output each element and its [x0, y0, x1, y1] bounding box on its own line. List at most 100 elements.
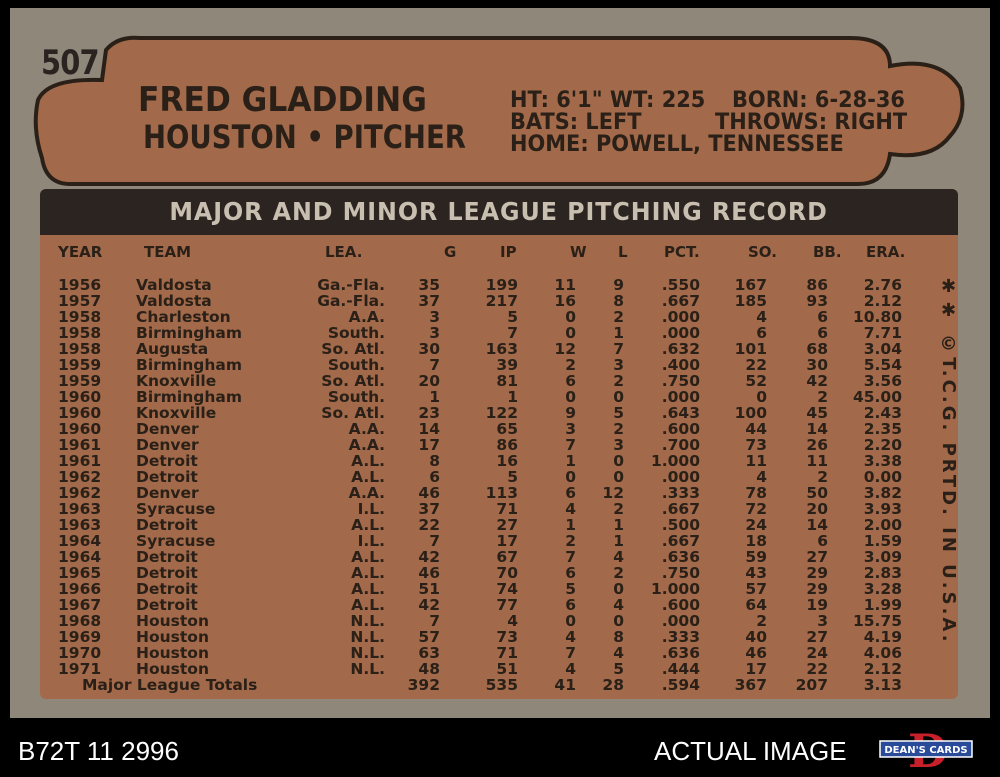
row-stat: .444	[661, 660, 700, 678]
row-stat: 64	[745, 596, 767, 614]
row-stat: 4	[565, 660, 576, 678]
row-stat: 12	[602, 484, 624, 502]
row-team: Detroit	[136, 564, 198, 582]
row-stat: 2	[565, 532, 576, 550]
row-stat: 0	[756, 388, 767, 406]
row-stat: 71	[496, 644, 518, 662]
row-stat: 68	[806, 340, 828, 358]
row-stat: 4.19	[863, 628, 902, 646]
column-header: LEA.	[325, 243, 363, 261]
row-stat: 78	[745, 484, 767, 502]
column-header: SO.	[748, 243, 777, 261]
row-stat: 45.00	[852, 388, 902, 406]
row-stat: 0	[613, 468, 624, 486]
row-team: Valdosta	[136, 292, 212, 310]
row-stat: 39	[496, 356, 518, 374]
row-stat: 93	[806, 292, 828, 310]
column-header: IP	[500, 243, 517, 261]
row-stat: 81	[496, 372, 518, 390]
row-league: So. Atl.	[321, 340, 385, 358]
row-stat: 1.99	[863, 596, 902, 614]
row-stat: 2.00	[863, 516, 902, 534]
row-stat: 2	[565, 356, 576, 374]
row-league: A.A.	[348, 420, 385, 438]
row-stat: 20	[418, 372, 440, 390]
row-year: 1964	[58, 532, 102, 550]
row-stat: 217	[485, 292, 518, 310]
row-stat: 7.71	[863, 324, 902, 342]
row-stat: 3	[613, 356, 624, 374]
row-year: 1959	[58, 356, 102, 374]
row-team: Augusta	[136, 340, 209, 358]
row-league: A.A.	[348, 308, 385, 326]
totals-stat: 28	[602, 676, 624, 694]
row-stat: .632	[661, 340, 700, 358]
column-header: G	[444, 243, 457, 261]
row-stat: 86	[496, 436, 518, 454]
row-stat: 3.38	[863, 452, 902, 470]
bio-height-weight: HT: 6'1" WT: 225	[510, 88, 706, 113]
row-stat: 27	[806, 628, 828, 646]
row-stat: 0	[565, 388, 576, 406]
row-stat: 2.43	[863, 404, 902, 422]
header-plaque	[33, 35, 965, 186]
row-stat: 3.28	[863, 580, 902, 598]
row-stat: 14	[418, 420, 440, 438]
row-stat: .000	[661, 388, 700, 406]
row-team: Valdosta	[136, 276, 212, 294]
row-stat: 71	[496, 500, 518, 518]
row-league: N.L.	[350, 612, 385, 630]
row-stat: 14	[806, 516, 828, 534]
totals-label: Major League Totals	[82, 676, 258, 694]
row-stat: .667	[661, 292, 700, 310]
row-stat: 0	[565, 308, 576, 326]
row-stat: 6	[756, 324, 767, 342]
row-stat: 3	[613, 436, 624, 454]
row-stat: 48	[418, 660, 440, 678]
row-stat: 113	[485, 484, 518, 502]
row-team: Syracuse	[136, 532, 216, 550]
row-stat: 42	[418, 548, 440, 566]
logo-banner	[879, 740, 973, 758]
row-stat: 19	[806, 596, 828, 614]
row-stat: 22	[418, 516, 440, 534]
row-stat: 29	[806, 564, 828, 582]
row-stat: 2.76	[863, 276, 902, 294]
row-league: A.A.	[348, 436, 385, 454]
row-stat: 51	[418, 580, 440, 598]
row-year: 1958	[58, 324, 102, 342]
row-stat: 7	[429, 356, 440, 374]
row-stat: 63	[418, 644, 440, 662]
row-stat: 3.04	[863, 340, 902, 358]
row-team: Detroit	[136, 452, 198, 470]
row-stat: 16	[554, 292, 576, 310]
row-league: A.L.	[351, 548, 385, 566]
row-stat: 3	[817, 612, 828, 630]
row-team: Birmingham	[136, 356, 243, 374]
row-stat: 6	[565, 484, 576, 502]
row-stat: 0	[613, 388, 624, 406]
row-league: A.L.	[351, 468, 385, 486]
row-stat: 0	[613, 580, 624, 598]
row-stat: 57	[745, 580, 767, 598]
row-stat: 86	[806, 276, 828, 294]
row-stat: 11	[554, 276, 576, 294]
row-stat: 5	[613, 404, 624, 422]
column-header: ERA.	[866, 243, 906, 261]
row-stat: 7	[565, 436, 576, 454]
row-stat: 6	[817, 324, 828, 342]
row-stat: 20	[806, 500, 828, 518]
row-stat: 2.20	[863, 436, 902, 454]
row-stat: 42	[418, 596, 440, 614]
bio-born: BORN: 6-28-36	[732, 88, 905, 113]
row-stat: 1	[613, 324, 624, 342]
row-stat: 67	[496, 548, 518, 566]
bio-throws: THROWS: RIGHT	[715, 110, 908, 135]
row-stat: 27	[806, 548, 828, 566]
column-header: TEAM	[144, 243, 192, 261]
row-league: A.L.	[351, 596, 385, 614]
row-stat: 1	[565, 516, 576, 534]
row-stat: .667	[661, 532, 700, 550]
row-stat: 3.09	[863, 548, 902, 566]
row-year: 1968	[58, 612, 102, 630]
